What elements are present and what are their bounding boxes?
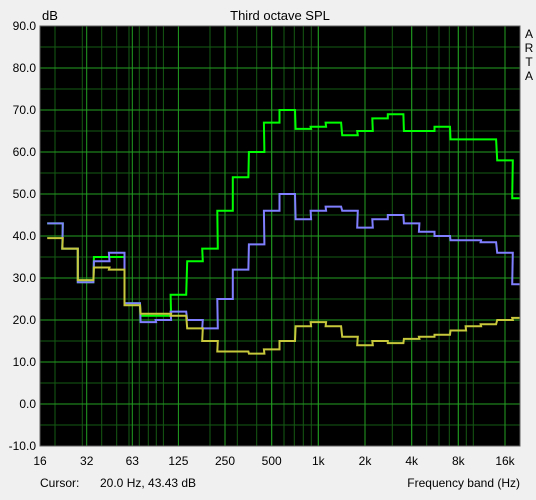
x-tick-label: 16	[33, 454, 47, 468]
y-tick-label: 10.0	[13, 355, 37, 369]
series-line-3	[47, 237, 520, 355]
y-tick-label: 50.0	[13, 187, 37, 201]
x-tick-label: 16k	[495, 454, 515, 468]
y-tick-label: -10.0	[9, 439, 37, 453]
x-tick-label: 32	[80, 454, 94, 468]
side-label-letter: R	[525, 41, 534, 55]
grid-major	[40, 26, 520, 446]
cursor-label: Cursor:	[40, 476, 79, 490]
x-tick-label: 125	[168, 454, 188, 468]
y-tick-label: 30.0	[13, 271, 37, 285]
y-tick-labels: -10.0 0.0 10.0 20.0 30.0 40.0 50.0 60.0 70.0 80.0…	[9, 19, 37, 453]
y-axis-label: dB	[42, 8, 58, 23]
x-tick-label: 250	[215, 454, 235, 468]
y-tick-label: 70.0	[13, 103, 37, 117]
x-tick-label: 4k	[405, 454, 419, 468]
y-tick-label: 0.0	[19, 397, 36, 411]
x-tick-label: 8k	[452, 454, 466, 468]
y-tick-label: 90.0	[13, 19, 37, 33]
side-label-letter: A	[525, 27, 533, 41]
x-tick-labels: 16 32 63 125 250 500 1k 2k 4k 8k 16k	[33, 454, 515, 468]
x-axis-label: Frequency band (Hz)	[407, 476, 520, 490]
cursor-readout: 20.0 Hz, 43.43 dB	[100, 476, 196, 490]
x-tick-label: 500	[262, 454, 282, 468]
chart-title: Third octave SPL	[230, 8, 330, 23]
side-label-letter: A	[525, 69, 533, 83]
plot-border	[39, 25, 521, 447]
y-tick-label: 60.0	[13, 145, 37, 159]
x-tick-label: 63	[126, 454, 140, 468]
x-tick-label: 2k	[359, 454, 373, 468]
y-tick-label: 80.0	[13, 61, 37, 75]
series-layer	[47, 109, 520, 355]
x-tick-label: 1k	[312, 454, 326, 468]
y-tick-label: 20.0	[13, 313, 37, 327]
y-tick-label: 40.0	[13, 229, 37, 243]
series-line-2	[47, 193, 520, 330]
side-label-letter: T	[525, 55, 533, 69]
